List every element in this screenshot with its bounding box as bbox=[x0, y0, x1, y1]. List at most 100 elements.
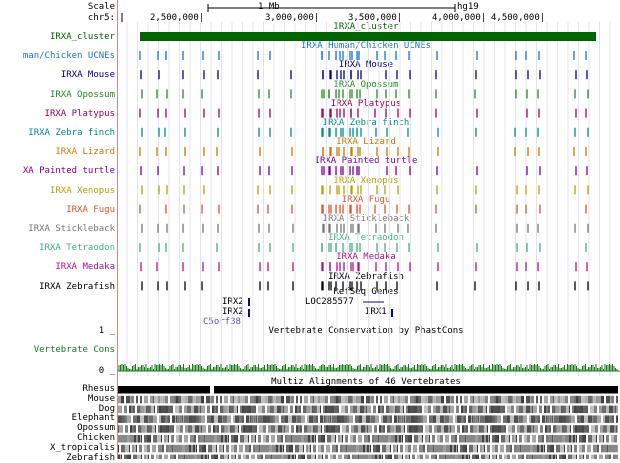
alignment-block bbox=[379, 454, 381, 459]
alignment-block bbox=[473, 395, 474, 404]
alignment-block bbox=[295, 454, 296, 459]
alignment-block bbox=[169, 425, 172, 433]
refseq-track-title: RefSeq Genes bbox=[333, 287, 399, 297]
gene-label-irx2[interactable]: IRX2 bbox=[222, 297, 244, 307]
alignment-block bbox=[222, 415, 223, 423]
alignment-block bbox=[366, 415, 370, 423]
alignment-block bbox=[434, 444, 435, 453]
alignment-block bbox=[469, 405, 472, 414]
multiz-species-label[interactable]: Elephant bbox=[71, 413, 115, 424]
alignment-block bbox=[161, 435, 162, 443]
alignment-block bbox=[263, 425, 266, 433]
multiz-species-label[interactable]: Dog bbox=[98, 403, 115, 414]
alignment-block bbox=[593, 415, 597, 423]
alignment-block bbox=[387, 415, 389, 423]
track-label-mouse[interactable]: IRXA Mouse bbox=[60, 70, 115, 81]
alignment-block bbox=[151, 405, 154, 414]
alignment-block bbox=[401, 425, 404, 433]
alignment-block bbox=[473, 405, 476, 414]
track-label-stickleback[interactable]: IRXA Stickleback bbox=[28, 224, 115, 234]
track-label-cluster[interactable]: IRXA_cluster bbox=[49, 32, 115, 42]
alignment-block bbox=[136, 435, 138, 443]
alignment-block bbox=[575, 435, 576, 443]
track-label-medaka[interactable]: IRXA Medaka bbox=[55, 262, 115, 273]
multiz-species-label[interactable]: Opossum bbox=[77, 423, 115, 434]
track-label-zebrafinch[interactable]: IRXA Zebra finch bbox=[28, 128, 115, 138]
alignment-block bbox=[402, 435, 403, 443]
track-title-zebrafish: IRXA Zebrafish bbox=[328, 271, 404, 282]
track-label-opossum[interactable]: IRXA Opossum bbox=[49, 89, 115, 100]
alignment-block bbox=[331, 405, 334, 414]
alignment-block bbox=[358, 395, 361, 404]
alignment-block bbox=[424, 405, 428, 414]
alignment-block bbox=[542, 454, 545, 459]
alignment-block bbox=[367, 405, 371, 414]
alignment-block bbox=[141, 425, 142, 433]
alignment-block bbox=[217, 425, 219, 433]
alignment-block bbox=[457, 425, 460, 433]
track-label-lizard[interactable]: IRXA Lizard bbox=[55, 147, 115, 158]
multiz-species-label[interactable]: Rhesus bbox=[82, 384, 115, 394]
alignment-block bbox=[268, 395, 272, 404]
alignment-block bbox=[533, 454, 534, 459]
alignment-block bbox=[151, 454, 154, 459]
track-label-fugu[interactable]: IRXA Fugu bbox=[66, 204, 115, 215]
alignment-block bbox=[436, 395, 438, 404]
gene-label-irx1[interactable]: IRX1 bbox=[365, 307, 387, 317]
alignment-block bbox=[495, 415, 497, 423]
track-label-xenopus[interactable]: IRXA Xenopus bbox=[49, 185, 115, 196]
alignment-block bbox=[609, 405, 613, 414]
alignment-block bbox=[330, 415, 331, 423]
track-label-zebrafish[interactable]: IRXA Zebrafish bbox=[39, 281, 115, 292]
alignment-block bbox=[427, 444, 429, 453]
alignment-block bbox=[475, 454, 478, 459]
alignment-block bbox=[124, 454, 127, 459]
alignment-block bbox=[391, 454, 392, 459]
gene-label-irx2[interactable]: IRX2 bbox=[222, 307, 244, 317]
gene-label-loc285577[interactable]: LOC285577 bbox=[305, 297, 354, 307]
multiz-species-label[interactable]: X_tropicalis bbox=[49, 442, 115, 453]
alignment-block bbox=[572, 405, 574, 414]
alignment-block bbox=[188, 395, 192, 404]
multiz-species-label[interactable]: Zebrafish bbox=[66, 452, 115, 463]
alignment-block bbox=[492, 454, 494, 459]
alignment-block bbox=[380, 395, 382, 404]
alignment-block bbox=[467, 435, 471, 443]
alignment-block bbox=[451, 395, 454, 404]
alignment-block bbox=[592, 435, 596, 443]
alignment-block bbox=[269, 444, 272, 453]
alignment-block bbox=[437, 435, 440, 443]
alignment-block bbox=[402, 415, 403, 423]
alignment-block bbox=[325, 454, 328, 459]
alignment-block bbox=[230, 425, 231, 433]
alignment-block bbox=[175, 405, 179, 414]
alignment-block bbox=[545, 425, 547, 433]
alignment-block bbox=[557, 425, 560, 433]
alignment-block bbox=[552, 415, 553, 423]
alignment-block bbox=[387, 425, 390, 433]
alignment-block bbox=[190, 435, 194, 443]
alignment-block bbox=[290, 395, 291, 404]
alignment-block bbox=[371, 415, 375, 423]
alignment-block bbox=[399, 415, 401, 423]
track-label-platypus[interactable]: IRXA Platypus bbox=[44, 108, 115, 119]
alignment-block bbox=[304, 395, 308, 404]
alignment-block bbox=[429, 425, 432, 433]
alignment-block bbox=[272, 444, 276, 453]
conservation-track-label[interactable]: Vertebrate Cons bbox=[33, 345, 115, 355]
alignment-block bbox=[396, 425, 397, 433]
track-label-ucne[interactable]: man/Chicken UCNEs bbox=[22, 51, 115, 62]
alignment-block bbox=[368, 425, 372, 433]
alignment-block bbox=[370, 415, 371, 423]
alignment-block bbox=[498, 435, 499, 443]
alignment-block bbox=[210, 395, 211, 404]
alignment-block bbox=[174, 454, 176, 459]
alignment-block bbox=[159, 405, 161, 414]
multiz-species-label[interactable]: Chicken bbox=[77, 433, 115, 443]
alignment-block bbox=[521, 395, 523, 404]
alignment-block bbox=[505, 435, 509, 443]
track-label-turtle[interactable]: XA Painted turtle bbox=[22, 166, 115, 177]
track-label-tetraodon[interactable]: IRXA Tetraodon bbox=[39, 243, 115, 254]
multiz-species-label[interactable]: Mouse bbox=[87, 393, 115, 404]
alignment-block bbox=[130, 435, 134, 443]
